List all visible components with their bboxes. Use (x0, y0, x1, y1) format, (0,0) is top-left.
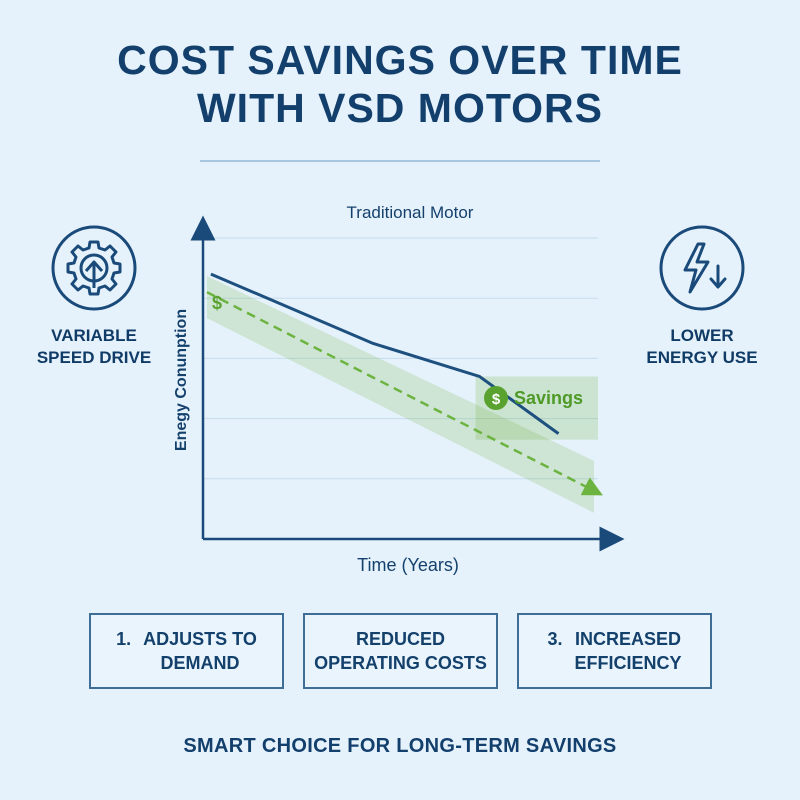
series-line-1 (206, 291, 603, 496)
right-feature-line-1: LOWER (670, 326, 734, 345)
benefit-3-number: 3. (547, 629, 563, 649)
page-title: COST SAVINGS OVER TIME WITH VSD MOTORS (0, 36, 800, 132)
benefit-box-2: REDUCED OPERATING COSTS (303, 613, 498, 689)
savings-badge-icon (484, 386, 508, 410)
benefit-2-line-2: OPERATING COSTS (314, 653, 487, 673)
y-axis-label: Enegy Conunption (173, 309, 190, 451)
savings-badge: $ (492, 391, 501, 408)
savings-band (206, 276, 595, 513)
benefit-3-line-1: INCREASED (575, 629, 682, 649)
dollar-marker: $ (212, 293, 222, 313)
benefit-1-number: 1. (116, 629, 132, 649)
right-feature-line-2: ENERGY USE (646, 348, 758, 367)
savings-label: Savings (514, 388, 583, 408)
title-line-2: WITH VSD MOTORS (196, 85, 604, 131)
energy-chart: Traditional Motor Time (Years) Enegy Con… (173, 203, 625, 575)
left-feature-line-1: VARIABLE (51, 326, 137, 345)
footer-tagline: SMART CHOICE FOR LONG-TERM SAVINGS (183, 735, 617, 757)
lightning-down-icon (659, 225, 745, 311)
series-line-0 (210, 272, 560, 435)
title-divider (200, 160, 600, 162)
benefit-box-1: 1. ADJUSTS TO DEMAND (89, 613, 284, 689)
title-line-1: COST SAVINGS OVER TIME (117, 37, 683, 83)
x-axis-label: Time (Years) (357, 555, 459, 575)
benefit-2-line-1: REDUCED (355, 629, 445, 649)
benefit-1-line-1: ADJUSTS TO (143, 629, 257, 649)
left-feature-line-2: SPEED DRIVE (36, 348, 152, 367)
left-feature-label: VARIABLE SPEED DRIVE (24, 325, 164, 369)
benefit-box-3: 3. INCREASED EFFICIENCY (517, 613, 712, 689)
chart-series (206, 272, 603, 496)
benefit-3-line-2: EFFICIENCY (574, 653, 682, 673)
right-feature-label: LOWER ENERGY USE (632, 325, 772, 369)
gear-arrow-icon (51, 225, 137, 311)
legend-traditional-motor: Traditional Motor (347, 203, 474, 222)
benefit-1-line-2: DEMAND (160, 653, 240, 673)
